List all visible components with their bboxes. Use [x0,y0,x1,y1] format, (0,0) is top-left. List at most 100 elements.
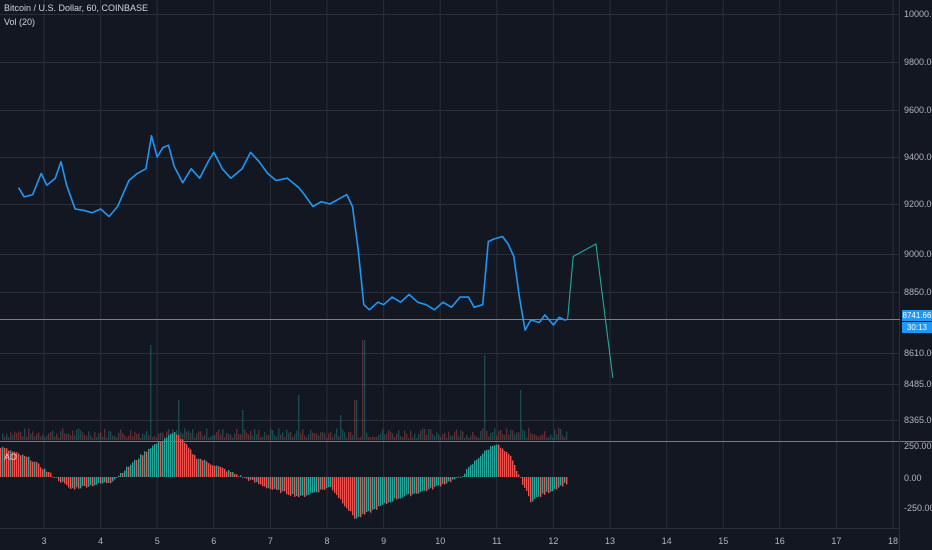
volume-bar [496,435,498,440]
ao-bar [94,477,96,486]
ao-bar [136,460,138,477]
ao-bar [462,476,464,477]
ao-bar [398,477,400,499]
ao-axis[interactable]: 250.00 0.00 -250.00 [904,441,932,513]
ao-bar [308,477,310,495]
ao-bar [154,444,156,477]
volume-legend[interactable]: Vol (20) [4,17,36,27]
ao-bar [160,441,162,477]
ao-bar [208,463,210,477]
ao-bar [60,477,62,483]
volume-bar [480,430,482,440]
symbol-legend[interactable]: Bitcoin / U.S. Dollar, 60, COINBASE [4,3,149,13]
ao-bar [106,477,108,484]
ao-bar [334,477,336,493]
ao-bar [300,477,302,496]
ao-bar [408,477,410,494]
ao-bar [66,477,68,486]
ao-bar [260,477,262,485]
ao-bar [124,470,126,477]
ao-bar [564,477,566,483]
ao-bar [478,458,480,477]
ao-legend[interactable]: AO [4,452,18,462]
volume-bar [542,434,544,440]
ao-bar [360,477,362,518]
ao-bar [22,454,24,477]
volume-bar [264,432,266,440]
volume-bar [178,400,180,440]
ao-bar [0,447,2,477]
ao-bar [352,477,354,516]
ao-bar [534,477,536,499]
volume-bar [476,437,478,440]
volume-bar [284,436,286,440]
ao-bar [410,477,412,497]
ao-bar [544,477,546,495]
ao-bar [80,477,82,489]
volume-bar [438,434,440,440]
ao-bar [268,477,270,489]
ao-bar [292,477,294,494]
volume-bar [244,429,246,440]
ao-bar [128,466,130,477]
volume-bar [192,429,194,440]
volume-bar [562,435,564,440]
volume-bar [564,437,566,440]
ao-bar [96,477,98,485]
volume-bar [48,433,50,440]
ao-bar [364,477,366,515]
volume-bar [544,431,546,440]
volume-bar [202,435,204,440]
ao-bar [30,460,32,477]
volume-bar [256,434,258,440]
ao-bar [210,464,212,477]
ao-bar [456,477,458,478]
price-tick-label: 8485.00 [904,379,932,389]
ao-bar [262,477,264,487]
ao-bar [152,445,154,477]
ao-bar [2,446,4,477]
volume-bar [14,431,16,440]
time-tick-label: 7 [268,536,273,546]
volume-bar [536,435,538,440]
ao-bar [482,453,484,477]
volume-bar [58,437,60,440]
time-axis[interactable]: 3 4 5 6 7 8 9 10 11 12 13 14 15 16 17 18 [41,536,898,546]
volume-bar [204,434,206,440]
volume-bar [272,430,274,440]
volume-bar [268,434,270,440]
ao-bar [546,477,548,492]
ao-bar [258,477,260,485]
ao-bar [358,477,360,517]
time-tick-label: 18 [888,536,898,546]
ao-bar [372,477,374,510]
ao-bar [266,477,268,489]
volume-bar [94,432,96,440]
volume-bar [26,436,28,440]
volume-bar [130,430,132,440]
volume-bar [252,435,254,440]
volume-bar [222,429,224,440]
price-axis[interactable]: 10000.00 9800.00 9600.00 9400.00 9200.00 9000… [904,9,932,425]
volume-bar [240,434,242,440]
ao-bar [274,477,276,489]
volume-bar [394,436,396,440]
ao-bar [560,477,562,486]
volume-bar [472,431,474,440]
ao-bar [304,477,306,497]
ao-bar [374,477,376,509]
volume-bar [232,437,234,440]
ao-bar [566,477,568,485]
ao-bar [98,477,100,483]
ao-bar [310,477,312,494]
price-tick-label: 8610.00 [904,348,932,358]
volume-bar [292,437,294,440]
volume-bar [260,437,262,440]
volume-bar [528,428,530,440]
ao-histogram [0,432,568,519]
time-tick-label: 4 [98,536,103,546]
price-tick-label: 9800.00 [904,57,932,67]
volume-bar [22,436,24,440]
volume-bar [120,429,122,440]
